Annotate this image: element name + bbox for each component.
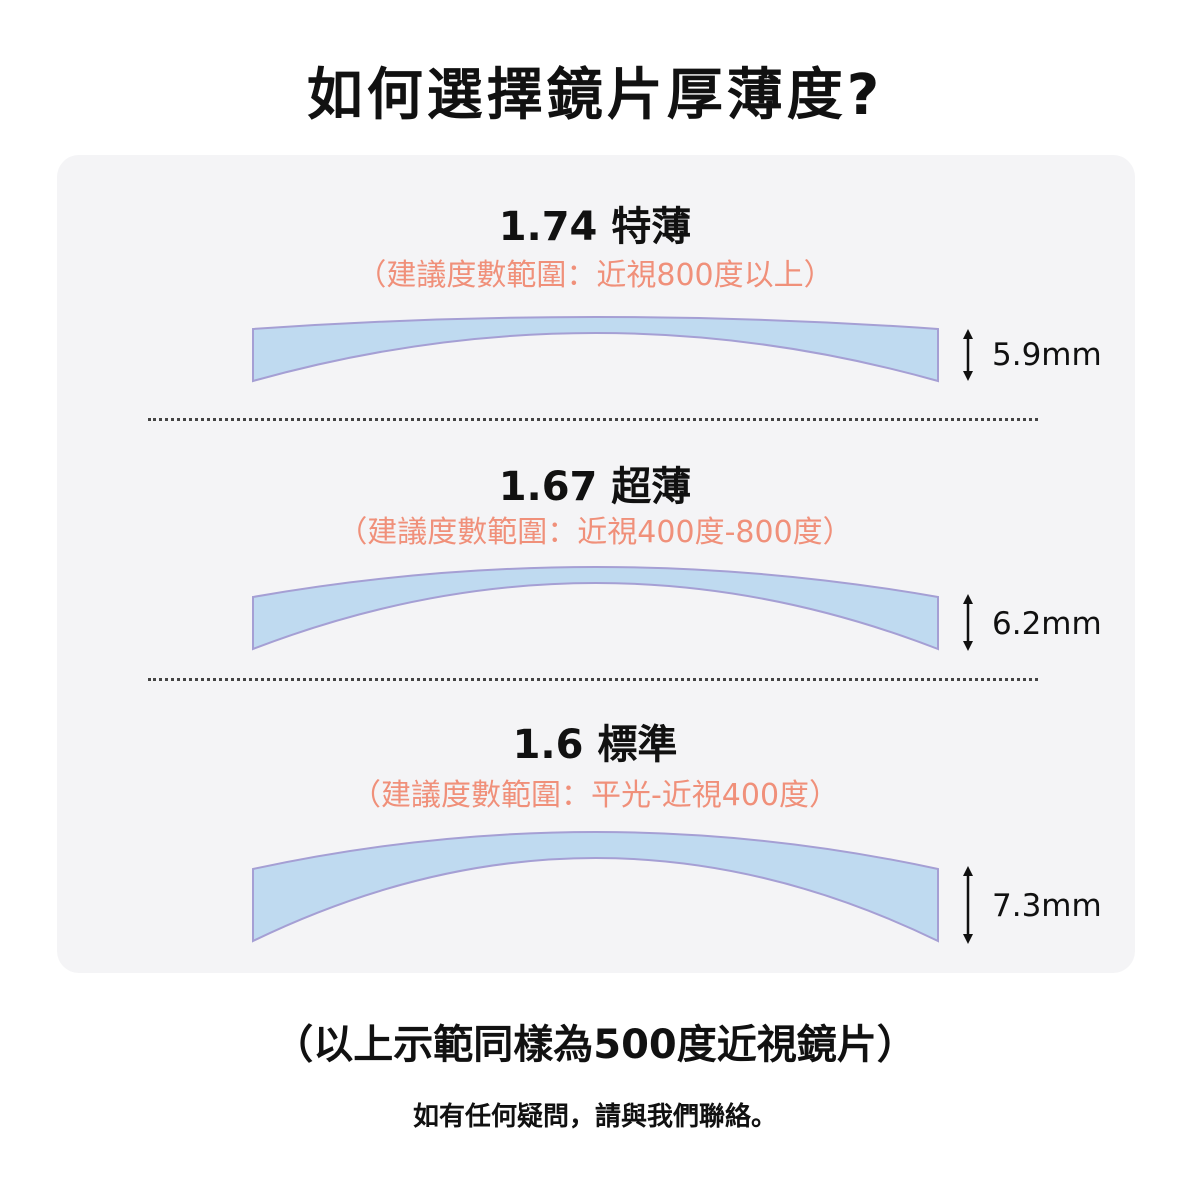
lens-recommendation-167: （建議度數範圍：近視400度-800度） xyxy=(337,515,853,550)
thickness-label-16: 7.3mm xyxy=(992,888,1102,924)
lens-shape-174 xyxy=(252,316,939,383)
divider xyxy=(148,418,1038,421)
contact-text: 如有任何疑問，請與我們聯絡。 xyxy=(412,1102,777,1132)
example-note: （以上示範同樣為500度近視鏡片） xyxy=(273,1022,917,1068)
lens-recommendation-174: （建議度數範圍：近視800度以上） xyxy=(356,258,834,293)
lens-shape-16 xyxy=(252,831,939,943)
thickness-label-167: 6.2mm xyxy=(992,606,1102,642)
lens-heading-174: 1.74 特薄 xyxy=(498,204,692,250)
lens-heading-16: 1.6 標準 xyxy=(512,722,678,768)
page-title: 如何選擇鏡片厚薄度? xyxy=(306,63,884,128)
divider xyxy=(148,678,1038,681)
thickness-label-174: 5.9mm xyxy=(992,337,1102,373)
lens-heading-167: 1.67 超薄 xyxy=(498,464,692,510)
lens-recommendation-16: （建議度數範圍：平光-近視400度） xyxy=(350,778,840,813)
lens-shape-167 xyxy=(252,566,939,651)
